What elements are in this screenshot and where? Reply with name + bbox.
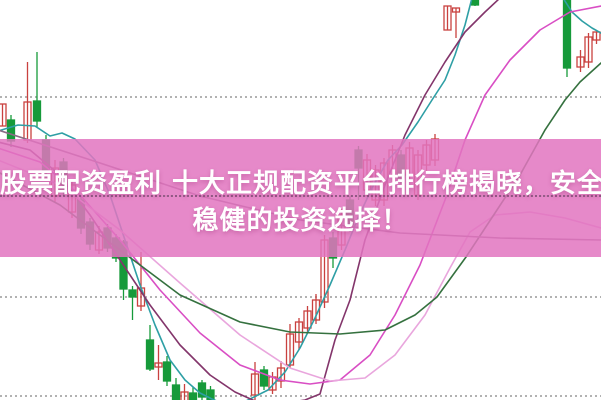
candle-down (32, 100, 42, 122)
candle-up (576, 56, 585, 68)
candle-down (470, 0, 480, 6)
candle-up (276, 367, 286, 382)
candle-up (303, 310, 312, 329)
candle-down (259, 369, 269, 387)
candle-down (171, 384, 181, 400)
candle-up (0, 103, 7, 127)
candle-down (197, 382, 207, 398)
banner-title-line1: 股票配资盈利 十大正规配资平台排行榜揭晓，安全 (0, 169, 601, 199)
banner-title: 股票配资盈利 十大正规配资平台排行榜揭晓，安全 稳健的投资选择！ (0, 139, 601, 257)
candle-up (592, 31, 601, 41)
promo-banner (0, 139, 601, 257)
ma-long-green (0, 62, 601, 335)
candle-down (188, 392, 198, 400)
banner-title-line2: 稳健的投资选择！ (192, 206, 409, 236)
candle-up (250, 373, 260, 396)
ma-fast-teal-right (563, 0, 601, 34)
candle-up (584, 36, 593, 63)
gridline-over-banner (0, 195, 601, 197)
candle-up (443, 5, 452, 31)
candle-down (145, 339, 155, 370)
candle-up (154, 362, 163, 368)
candle-down (162, 361, 172, 382)
candle-down (562, 0, 572, 69)
candle-up (451, 7, 461, 13)
candle-up (180, 391, 189, 400)
candle-down (128, 289, 137, 298)
candle-down (6, 119, 16, 142)
